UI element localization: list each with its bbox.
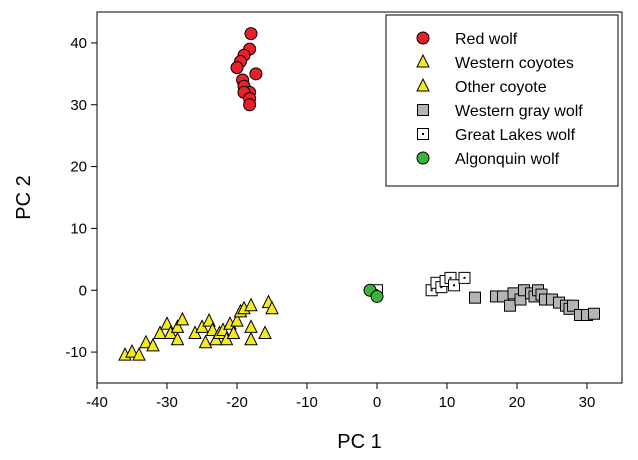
other-coyote-point [205, 322, 220, 336]
x-tick-label: 10 [439, 394, 456, 411]
y-tick-label: 10 [70, 220, 87, 237]
plot-area-frame [96, 11, 623, 384]
red-wolf-point [249, 67, 263, 81]
western-coyotes-point [170, 331, 185, 346]
data-points [118, 27, 600, 361]
x-tick-label: -10 [296, 394, 318, 411]
x-tick-label: 30 [579, 394, 596, 411]
other-coyote-point [258, 325, 272, 340]
other-coyote-point [226, 325, 241, 340]
western-gray-wolf-point [588, 307, 600, 320]
legend-label-algonquin-wolf: Algonquin wolf [455, 151, 560, 168]
legend-marker-red-wolf [416, 31, 430, 45]
western-coyotes-point [175, 311, 190, 326]
x-tick-label: -40 [86, 394, 108, 411]
x-tick-label: -30 [156, 394, 178, 411]
red-wolf-point [244, 27, 258, 41]
y-tick-label: 40 [70, 35, 87, 52]
axis-ticks: -40 -30 -20 -10 0 10 20 30 -10 0 10 20 30 40 [65, 35, 595, 411]
great-lakes-wolf-point [448, 279, 460, 292]
legend-label-western-coyotes: Western coyotes [455, 55, 574, 72]
western-gray-wolf-point [469, 291, 481, 304]
western-coyotes-point [139, 334, 153, 349]
y-tick-label: 0 [79, 282, 87, 299]
algonquin-wolf-point [370, 289, 384, 303]
legend-marker-great-lakes-wolf [417, 128, 429, 140]
other-coyote-point [230, 313, 244, 327]
x-tick-label: 0 [373, 394, 381, 411]
other-coyote-point [265, 300, 279, 315]
legend-marker-algonquin-wolf [416, 151, 430, 165]
western-gray-wolf-point [567, 299, 579, 312]
legend-label-red-wolf: Red wolf [455, 31, 518, 48]
legend-marker-western-coyotes [416, 53, 430, 68]
legend: Red wolf Western coyotes Other coyote Weste… [385, 14, 619, 187]
legend-marker-western-gray-wolf [417, 104, 429, 116]
other-coyote-point [244, 319, 258, 333]
y-axis-label: PC 2 [13, 175, 35, 219]
western-coyotes-point [146, 337, 160, 352]
legend-marker-other-coyote [416, 77, 430, 92]
x-tick-label: 20 [509, 394, 526, 411]
y-tick-label: 30 [70, 97, 87, 114]
other-coyote-point [202, 313, 216, 327]
legend-label-western-gray-wolf: Western gray wolf [455, 103, 583, 120]
western-coyotes-point [125, 343, 139, 358]
x-axis-label: PC 1 [337, 431, 381, 453]
y-tick-label: -10 [65, 344, 87, 361]
other-coyote-point [198, 334, 213, 349]
legend-label-great-lakes-wolf: Great Lakes wolf [455, 127, 576, 144]
western-gray-wolf-point [504, 299, 516, 312]
great-lakes-wolf-point [458, 271, 471, 284]
legend-label-other-coyote: Other coyote [455, 79, 547, 96]
western-coyotes-point [153, 325, 167, 340]
other-coyote-point [244, 331, 258, 346]
western-coyotes-point [132, 347, 146, 361]
x-tick-label: -20 [226, 394, 248, 411]
western-coyotes-point [160, 316, 174, 330]
red-wolf-point [243, 98, 257, 112]
other-coyote-point [244, 297, 258, 312]
red-wolf-point [230, 61, 244, 75]
y-tick-label: 20 [70, 159, 87, 176]
